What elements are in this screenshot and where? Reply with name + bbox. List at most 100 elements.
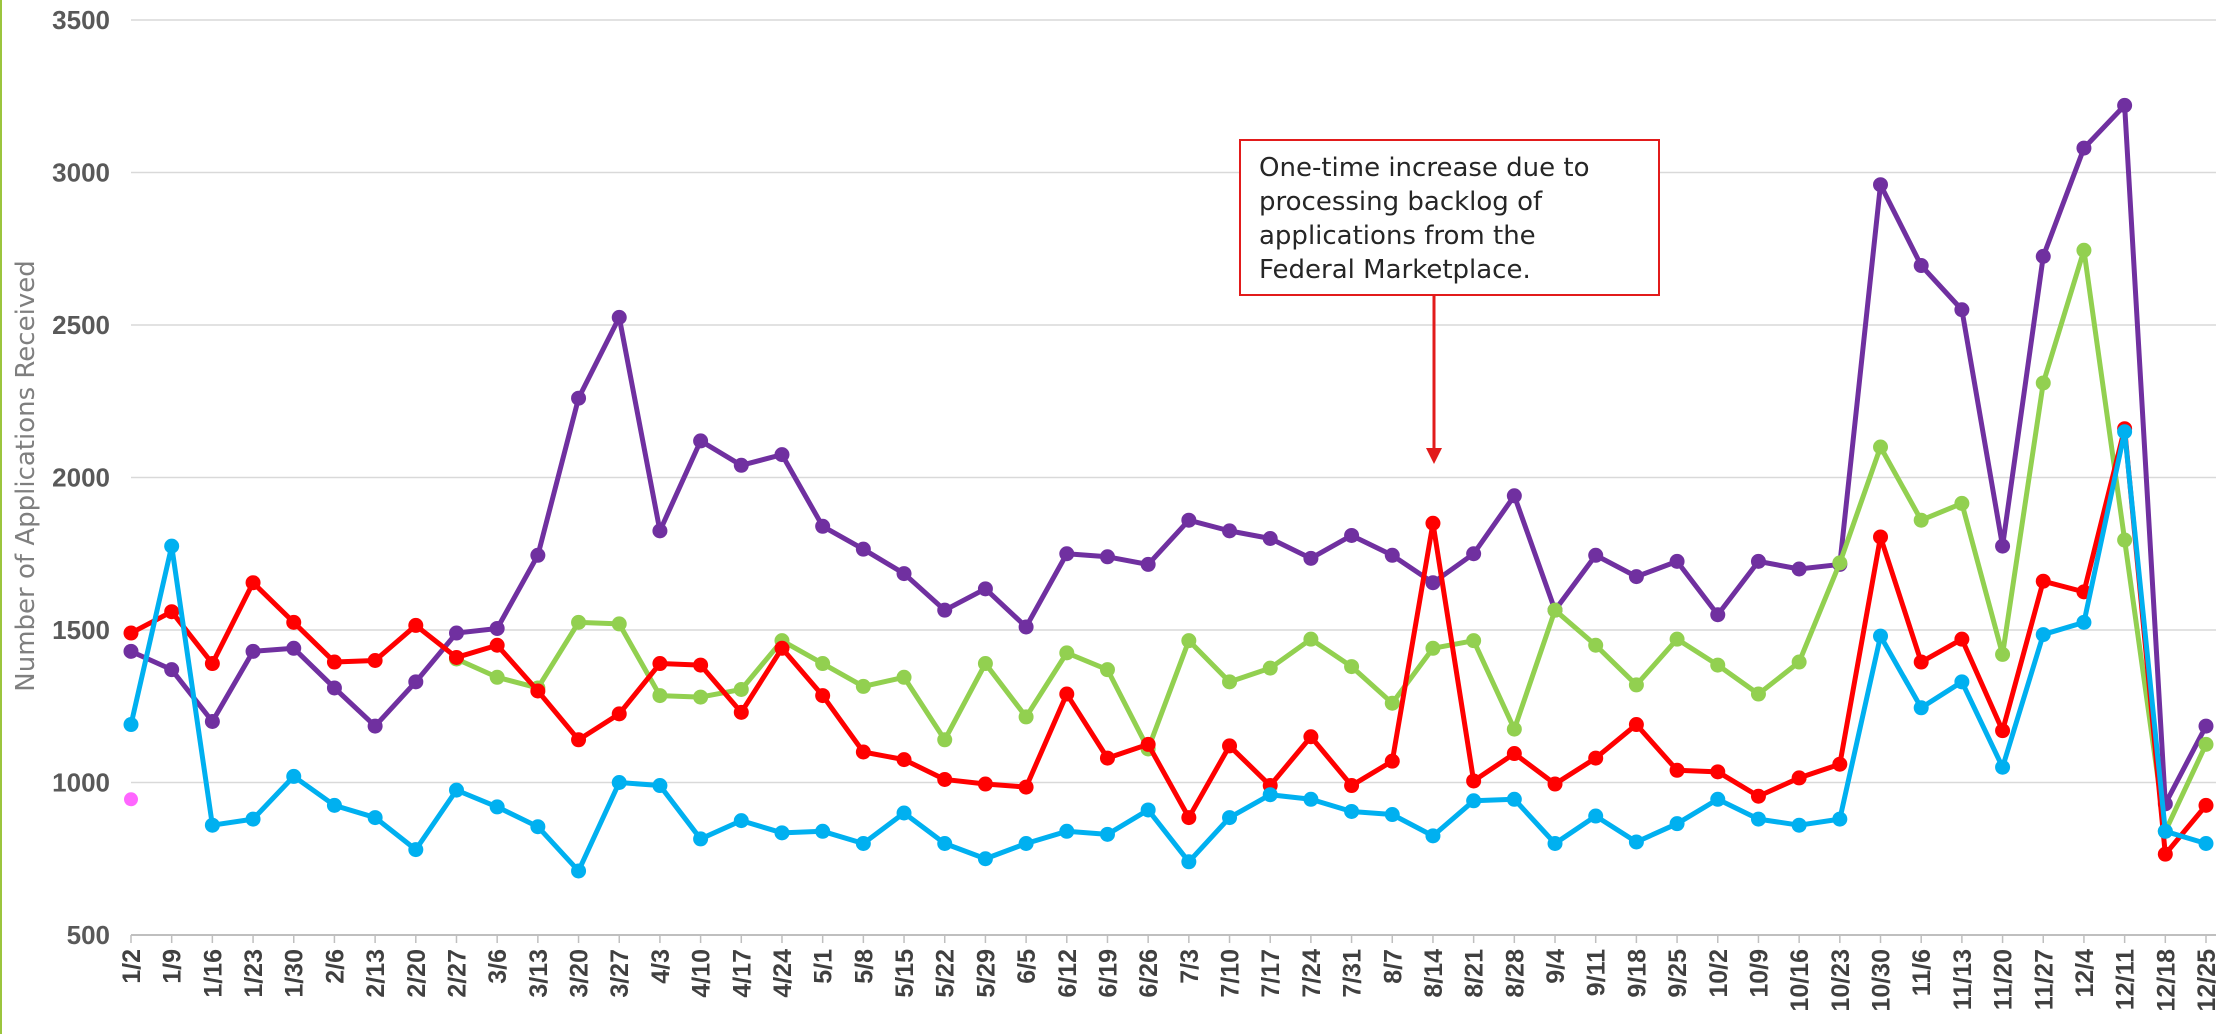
- data-point: [977, 656, 993, 672]
- data-point: [1791, 817, 1807, 833]
- x-tick-label: 8/21: [1461, 949, 1489, 998]
- data-point: [1099, 662, 1115, 678]
- data-point: [1425, 828, 1441, 844]
- stray-data-point: [124, 792, 138, 807]
- series-line: [128, 429, 2207, 874]
- data-point: [1466, 546, 1482, 562]
- x-tick-label: 7/31: [1339, 949, 1367, 998]
- data-point: [977, 851, 993, 867]
- x-tick-label: 9/25: [1664, 949, 1692, 998]
- data-point: [774, 447, 790, 463]
- data-point: [1954, 631, 1970, 647]
- data-point: [408, 842, 424, 858]
- data-point: [571, 732, 587, 748]
- data-point: [1791, 561, 1807, 577]
- data-point: [2198, 736, 2214, 752]
- data-point: [1222, 810, 1238, 826]
- data-point: [1750, 811, 1766, 827]
- data-point: [164, 604, 180, 620]
- data-point: [123, 717, 139, 733]
- data-point: [1140, 802, 1156, 818]
- data-point: [1181, 810, 1197, 826]
- x-tick-label: 9/11: [1583, 949, 1611, 996]
- x-tick-label: 7/3: [1176, 949, 1204, 984]
- data-point: [652, 688, 668, 704]
- data-point: [448, 782, 464, 798]
- y-axis-label: Number of Applications Received: [11, 260, 41, 691]
- data-point: [571, 390, 587, 406]
- data-point: [1303, 550, 1319, 566]
- data-point: [1710, 764, 1726, 780]
- data-point: [733, 457, 749, 473]
- x-tick-label: 11/13: [1949, 949, 1977, 1010]
- data-point: [937, 732, 953, 748]
- data-point: [1181, 633, 1197, 649]
- data-point: [2035, 627, 2051, 643]
- data-point: [2198, 797, 2214, 813]
- y-tick-label: 500: [67, 920, 110, 950]
- x-axis-ticks: 1/2 1/9 1/16 1/23 1/30 2/6 2/13 2/20 2/27 3/6 3/13…: [118, 935, 2221, 1012]
- data-point: [1913, 512, 1929, 528]
- x-tick-label: 2/6: [321, 949, 349, 984]
- data-point: [1506, 791, 1522, 807]
- data-point: [489, 637, 505, 653]
- data-point: [1954, 302, 1970, 318]
- data-point: [815, 656, 831, 672]
- y-tick-label: 3500: [52, 5, 110, 35]
- data-point: [815, 518, 831, 534]
- data-point: [1873, 439, 1889, 455]
- data-point: [204, 656, 220, 672]
- data-point: [1873, 628, 1889, 644]
- data-point: [286, 614, 302, 630]
- data-point: [1262, 787, 1278, 803]
- data-point: [1547, 836, 1563, 851]
- data-point: [693, 689, 709, 705]
- y-tick-label: 2000: [52, 463, 110, 493]
- y-tick-label: 1000: [52, 768, 110, 798]
- data-point: [1344, 659, 1360, 675]
- data-point: [611, 309, 627, 325]
- data-point: [733, 813, 749, 829]
- data-point: [1913, 258, 1929, 274]
- data-point: [1018, 779, 1034, 795]
- data-point: [1628, 569, 1644, 585]
- data-point: [408, 674, 424, 690]
- left-edge-rule: [0, 0, 2, 1034]
- data-point: [1059, 823, 1075, 839]
- data-point: [1262, 531, 1278, 546]
- x-tick-label: 1/9: [159, 949, 187, 984]
- data-point: [204, 714, 220, 729]
- data-point: [1628, 677, 1644, 693]
- data-point: [1710, 607, 1726, 623]
- data-point: [855, 541, 871, 557]
- x-tick-label: 3/20: [566, 949, 594, 998]
- data-point: [164, 538, 180, 554]
- data-point: [855, 678, 871, 694]
- x-tick-label: 9/4: [1542, 949, 1570, 984]
- data-point: [1913, 654, 1929, 670]
- data-point: [530, 547, 546, 563]
- data-point: [2198, 836, 2214, 851]
- annotation-box: [1239, 139, 1660, 296]
- annotation-arrow-head: [1426, 448, 1442, 464]
- data-point: [2035, 375, 2051, 391]
- data-point: [1588, 750, 1604, 766]
- data-point: [1018, 709, 1034, 725]
- data-point: [2198, 718, 2214, 734]
- data-point: [1140, 556, 1156, 572]
- x-tick-label: 2/27: [443, 949, 471, 998]
- data-point: [1099, 549, 1115, 565]
- data-point: [1344, 778, 1360, 794]
- x-tick-label: 11/27: [2030, 949, 2058, 1010]
- x-tick-label: 5/8: [850, 949, 878, 984]
- data-point: [2157, 823, 2173, 839]
- data-point: [896, 752, 912, 768]
- data-point: [2035, 248, 2051, 264]
- data-point: [1873, 177, 1889, 193]
- data-point: [1059, 546, 1075, 562]
- data-point: [1018, 836, 1034, 851]
- x-tick-label: 7/10: [1217, 949, 1245, 998]
- data-point: [2157, 846, 2173, 862]
- data-point: [693, 831, 709, 847]
- data-point: [326, 654, 342, 670]
